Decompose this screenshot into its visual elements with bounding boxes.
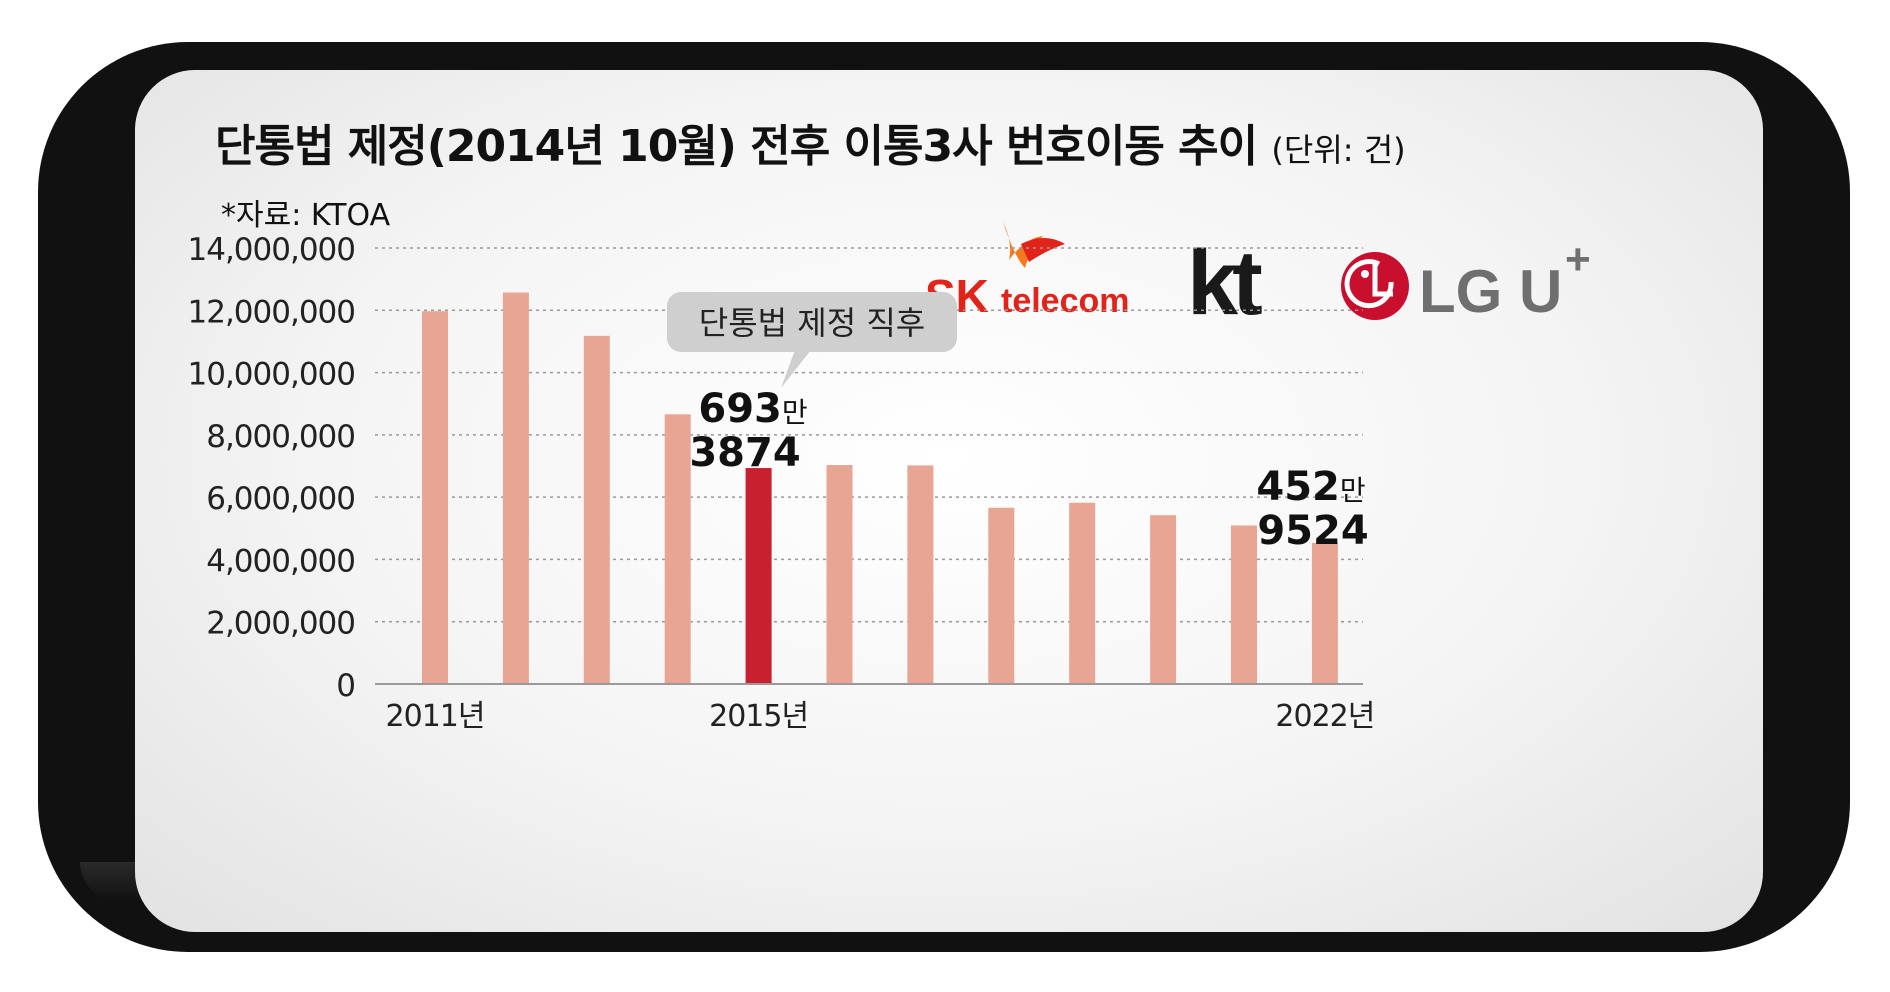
x-tick-label: 2022년 [1275,699,1374,734]
bar-chart: 0 2,000,000 4,000,000 6,000,000 8,000,000 10,… [188,232,1376,734]
y-tick-label: 12,000,000 [188,294,356,330]
y-tick-label: 10,000,000 [188,357,356,393]
chart-title-main: 단통법 제정(2014년 10월) 전후 이통3사 번호이동 추이 [215,121,1258,172]
bar-2011년 [422,311,448,684]
bar-2016년 [826,465,853,684]
annotation-2022-value: 452만 [1256,464,1365,510]
bar-2013년 [583,335,610,684]
y-tick-label: 0 [336,668,355,704]
y-axis-tick-labels: 0 2,000,000 4,000,000 6,000,000 8,000,000 10,… [188,232,357,704]
callout-pointer [781,350,811,388]
annotation-2022-unit: 만 [1340,474,1366,507]
source-note: *자료: KTOA [221,198,391,233]
bar-2020년 [1150,515,1177,684]
callout-text: 단통법 제정 직후 [699,304,925,342]
x-tick-label: 2011년 [386,699,485,734]
annotation-2015-line1: 693 [698,386,782,432]
x-tick-label: 2015년 [709,699,808,734]
lg-face-curve-icon [1344,259,1394,309]
bar-2019년 [1069,502,1096,684]
y-tick-label: 2,000,000 [206,606,355,642]
y-tick-label: 14,000,000 [188,232,356,268]
callout-bubble [667,292,957,352]
bar-2012년 [502,292,529,684]
bars [422,292,1338,684]
lg-uplus-logo: LG U + [1341,235,1591,322]
bar-2022년 [1311,542,1338,684]
annotation-2022-line1: 452 [1256,464,1340,510]
unit-label: (단위: 건) [1271,131,1406,169]
bar-2018년 [988,507,1015,684]
lg-logo-text: LG U [1419,258,1562,322]
bar-2015년 [745,468,772,684]
skt-butterfly-icon [1021,238,1065,262]
annotation-2022-line2: 9524 [1257,508,1368,554]
callout-2015: 단통법 제정 직후 [667,292,957,388]
annotation-2015-unit: 만 [782,396,808,429]
bar-2014년 [664,414,691,684]
x-axis-tick-labels: 2011년 2015년 2022년 [386,699,1376,734]
lg-face-eye-icon [1361,270,1369,278]
y-tick-label: 6,000,000 [206,481,355,517]
skt-logo-telecom: telecom [1001,282,1130,320]
annotation-2015-value: 693만 [698,386,807,432]
annotation-2015-line2: 3874 [689,430,800,476]
kt-logo: kt [1187,232,1268,322]
y-tick-label: 4,000,000 [206,543,355,579]
kt-logo-text: kt [1187,232,1262,322]
y-tick-label: 8,000,000 [206,419,355,455]
lg-logo-plus: + [1565,235,1591,284]
bar-2021년 [1231,525,1257,684]
phone-screen: 단통법 제정(2014년 10월) 전후 이통3사 번호이동 추이 (단위: 건… [135,70,1763,932]
chart-title: 단통법 제정(2014년 10월) 전후 이통3사 번호이동 추이 (단위: 건… [215,110,1406,174]
bar-2017년 [907,465,934,684]
